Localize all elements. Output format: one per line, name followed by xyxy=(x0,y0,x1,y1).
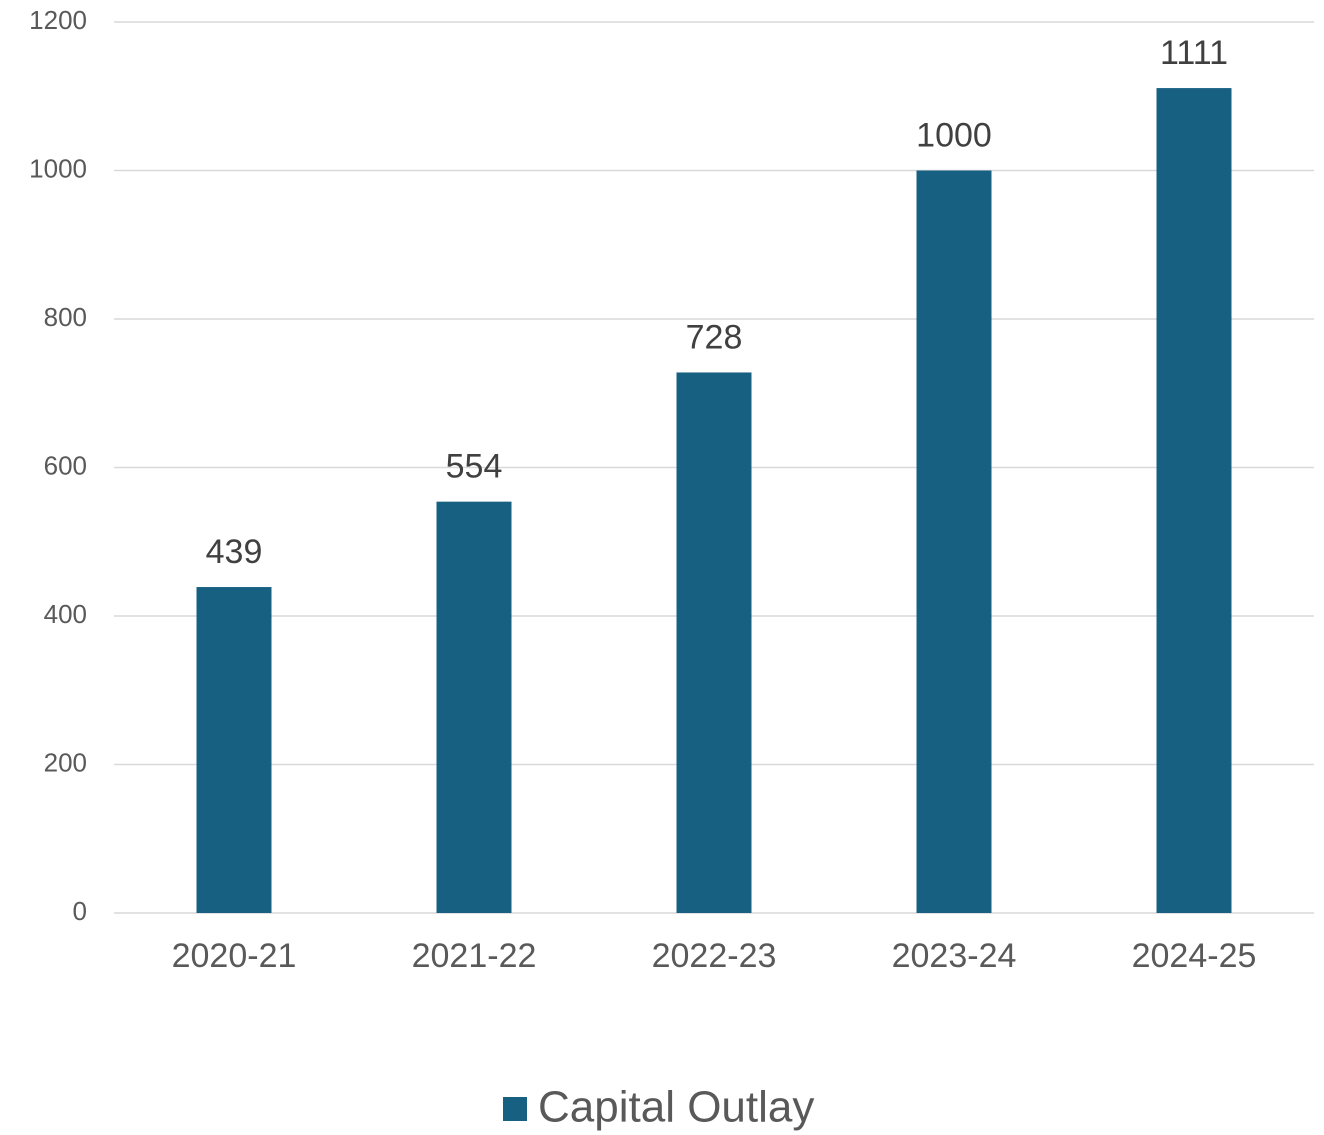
legend-swatch xyxy=(503,1097,527,1121)
legend-label: Capital Outlay xyxy=(538,1083,814,1132)
data-label: 728 xyxy=(686,318,743,356)
bar xyxy=(676,372,752,914)
bar xyxy=(916,170,992,913)
y-tick-label: 0 xyxy=(73,896,87,926)
x-tick-label: 2020-21 xyxy=(172,937,297,975)
y-tick-label: 200 xyxy=(44,747,87,777)
data-label: 1111 xyxy=(1160,34,1228,72)
y-tick-label: 600 xyxy=(44,450,87,480)
y-tick-label: 800 xyxy=(44,302,87,332)
x-tick-label: 2023-24 xyxy=(892,937,1017,975)
y-tick-label: 1200 xyxy=(29,5,87,35)
x-tick-label: 2021-22 xyxy=(412,937,537,975)
bar xyxy=(436,501,512,913)
data-label: 1000 xyxy=(916,116,992,154)
bar xyxy=(196,587,272,913)
data-label: 439 xyxy=(206,533,263,571)
x-tick-label: 2024-25 xyxy=(1132,937,1257,975)
y-tick-label: 400 xyxy=(44,599,87,629)
x-tick-label: 2022-23 xyxy=(652,937,777,975)
y-tick-label: 1000 xyxy=(29,153,87,183)
bar xyxy=(1156,88,1232,913)
data-label: 554 xyxy=(446,448,503,486)
